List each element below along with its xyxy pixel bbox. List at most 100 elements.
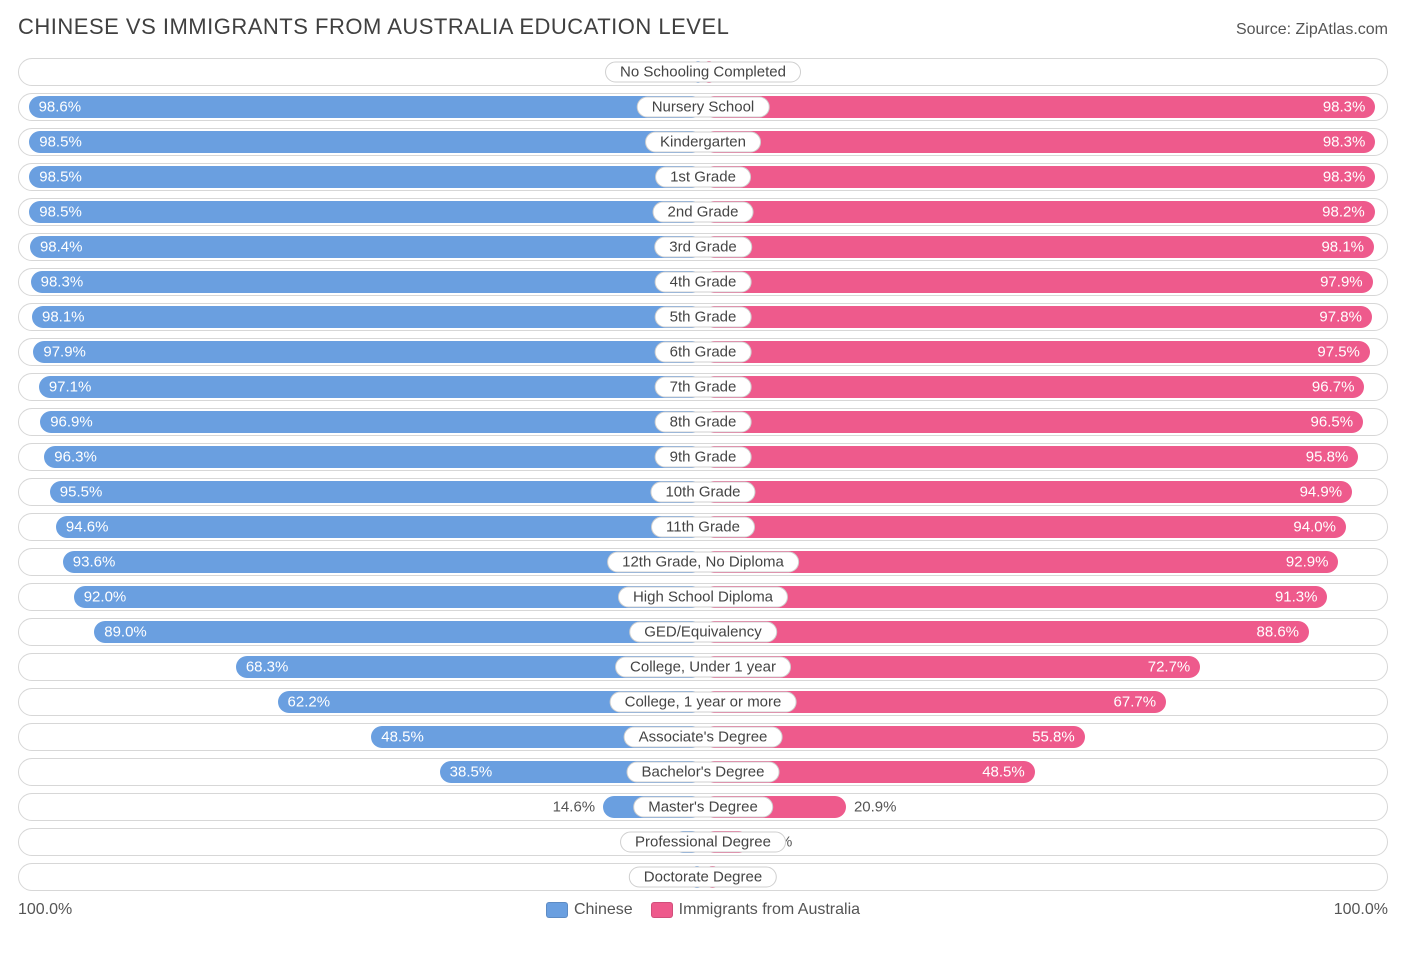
category-label: GED/Equivalency: [629, 622, 777, 643]
bar-right: [703, 271, 1373, 293]
chart-row: 98.4% 98.1% 3rd Grade: [18, 233, 1388, 261]
bar-left: [31, 271, 703, 293]
chart-row: 98.5% 98.3% Kindergarten: [18, 128, 1388, 156]
chart-row: 98.1%97.8%5th Grade: [18, 303, 1388, 331]
pct-left: 96.3%: [44, 449, 107, 466]
bar-right: [703, 166, 1375, 188]
pct-left: 97.9%: [33, 344, 96, 361]
category-label: Kindergarten: [645, 132, 761, 153]
category-label: College, 1 year or more: [610, 692, 797, 713]
pct-right: 91.3%: [1265, 589, 1328, 606]
pct-right: 94.0%: [1283, 519, 1346, 536]
chart-rows: 1.5%1.7%No Schooling Completed 98.6% 98.3%…: [18, 58, 1388, 891]
pct-right: 96.7%: [1302, 379, 1365, 396]
category-label: 11th Grade: [651, 517, 755, 538]
pct-left: 62.2%: [278, 694, 341, 711]
category-label: 3rd Grade: [654, 237, 752, 258]
chart-row: 89.0% 88.6% GED/Equivalency: [18, 618, 1388, 646]
pct-left: 96.9%: [40, 414, 103, 431]
bar-right: [703, 516, 1346, 538]
chart-row: 4.5%6.9%Professional Degree: [18, 828, 1388, 856]
bar-right: [703, 586, 1327, 608]
category-label: Professional Degree: [620, 832, 786, 853]
category-label: 8th Grade: [655, 412, 752, 433]
axis-left-max: 100.0%: [18, 901, 72, 919]
bar-right: [703, 306, 1372, 328]
chart-row: 96.3% 95.8% 9th Grade: [18, 443, 1388, 471]
pct-right: 20.9%: [846, 799, 905, 816]
pct-right: 67.7%: [1104, 694, 1167, 711]
bar-right: [703, 341, 1370, 363]
category-label: 10th Grade: [650, 482, 755, 503]
pct-right: 97.8%: [1309, 309, 1372, 326]
pct-left: 95.5%: [50, 484, 113, 501]
legend-label-left: Chinese: [574, 901, 633, 919]
pct-right: 97.5%: [1307, 344, 1370, 361]
pct-left: 89.0%: [94, 624, 157, 641]
bar-left: [40, 411, 703, 433]
chart-footer: 100.0% Chinese Immigrants from Australia…: [18, 901, 1388, 919]
category-label: 1st Grade: [655, 167, 751, 188]
pct-left: 98.5%: [29, 134, 92, 151]
pct-left: 98.4%: [30, 239, 93, 256]
chart-row: 14.6%20.9%Master's Degree: [18, 793, 1388, 821]
pct-right: 98.1%: [1311, 239, 1374, 256]
pct-left: 93.6%: [63, 554, 126, 571]
pct-right: 48.5%: [972, 764, 1035, 781]
legend-label-right: Immigrants from Australia: [679, 901, 860, 919]
pct-right: 55.8%: [1022, 729, 1085, 746]
chart-row: 38.5% 48.5% Bachelor's Degree: [18, 758, 1388, 786]
chart-row: 97.1% 96.7% 7th Grade: [18, 373, 1388, 401]
chart-row: 95.5%94.9%10th Grade: [18, 478, 1388, 506]
pct-right: 72.7%: [1138, 659, 1201, 676]
bar-right: [703, 96, 1375, 118]
category-label: Master's Degree: [633, 797, 773, 818]
pct-left: 98.3%: [31, 274, 94, 291]
pct-right: 98.3%: [1313, 134, 1376, 151]
bar-left: [29, 131, 703, 153]
chart-row: 96.9%96.5%8th Grade: [18, 408, 1388, 436]
bar-right: [703, 376, 1364, 398]
bar-left: [29, 96, 703, 118]
pct-right: 88.6%: [1246, 624, 1309, 641]
category-label: 7th Grade: [655, 377, 752, 398]
pct-left: 38.5%: [440, 764, 503, 781]
chart-row: 94.6% 94.0% 11th Grade: [18, 513, 1388, 541]
chart-row: 62.2% 67.7% College, 1 year or more: [18, 688, 1388, 716]
chart-header: CHINESE VS IMMIGRANTS FROM AUSTRALIA EDU…: [18, 14, 1388, 40]
category-label: Bachelor's Degree: [627, 762, 780, 783]
legend-item-left: Chinese: [546, 901, 633, 919]
bar-right: [703, 411, 1363, 433]
chart-source: Source: ZipAtlas.com: [1236, 21, 1388, 39]
bar-left: [29, 166, 703, 188]
bar-left: [50, 481, 703, 503]
pct-left: 98.5%: [29, 169, 92, 186]
category-label: Nursery School: [637, 97, 770, 118]
chart-row: 97.9% 97.5% 6th Grade: [18, 338, 1388, 366]
chart-title: CHINESE VS IMMIGRANTS FROM AUSTRALIA EDU…: [18, 14, 729, 40]
pct-left: 97.1%: [39, 379, 102, 396]
bar-left: [29, 201, 703, 223]
chart-legend: Chinese Immigrants from Australia: [546, 901, 860, 919]
category-label: High School Diploma: [618, 587, 788, 608]
category-label: Associate's Degree: [624, 727, 783, 748]
legend-item-right: Immigrants from Australia: [651, 901, 860, 919]
pct-right: 95.8%: [1296, 449, 1359, 466]
chart-row: 98.5%98.2%2nd Grade: [18, 198, 1388, 226]
bar-right: [703, 446, 1358, 468]
pct-right: 98.3%: [1313, 169, 1376, 186]
bar-left: [39, 376, 703, 398]
category-label: 9th Grade: [655, 447, 752, 468]
pct-left: 94.6%: [56, 519, 119, 536]
bar-left: [30, 236, 703, 258]
bar-right: [703, 236, 1374, 258]
category-label: 6th Grade: [655, 342, 752, 363]
bar-left: [56, 516, 703, 538]
chart-row: 98.5% 98.3% 1st Grade: [18, 163, 1388, 191]
pct-left: 98.1%: [32, 309, 95, 326]
chart-row: 1.5%1.7%No Schooling Completed: [18, 58, 1388, 86]
pct-left: 98.6%: [29, 99, 92, 116]
chart-row: 68.3%72.7%College, Under 1 year: [18, 653, 1388, 681]
pct-right: 92.9%: [1276, 554, 1339, 571]
category-label: 2nd Grade: [653, 202, 754, 223]
